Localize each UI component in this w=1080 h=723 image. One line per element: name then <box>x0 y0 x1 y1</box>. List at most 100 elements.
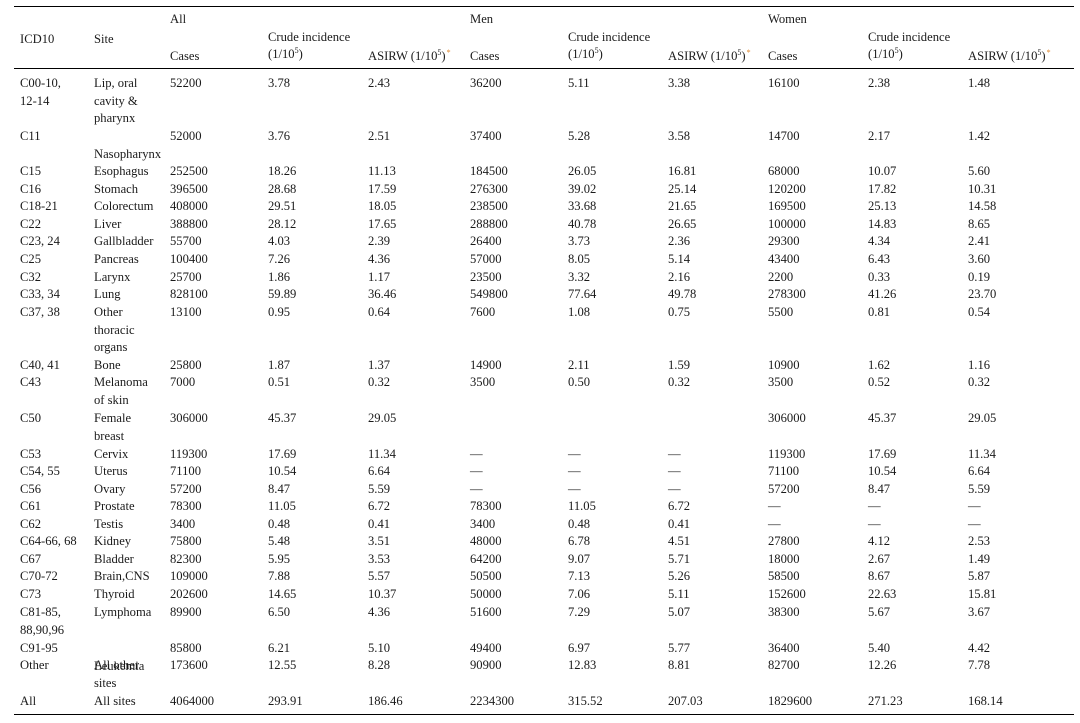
row-site-line: Lip, oral <box>94 76 138 90</box>
row-women-asirw: 14.58 <box>968 199 997 213</box>
row-men-crude: 12.83 <box>568 658 597 672</box>
row-site-line: Esophagus <box>94 164 149 178</box>
row-men-asirw: 2.16 <box>668 270 691 284</box>
row-men-crude: — <box>568 482 581 496</box>
row-icd-line: C70-72 <box>20 569 58 583</box>
row-all-cases: 202600 <box>170 587 208 601</box>
row-icd: C33, 34 <box>20 286 60 304</box>
row-site: Kidney <box>94 533 131 551</box>
row-women-crude: 271.23 <box>868 694 903 708</box>
row-icd-line: C50 <box>20 411 41 425</box>
row-men-asirw: 1.59 <box>668 358 691 372</box>
header-group-all: All <box>170 12 187 26</box>
row-all-crude: 14.65 <box>268 587 297 601</box>
row-women-crude: 2.17 <box>868 129 891 143</box>
row-icd: C25 <box>20 251 41 269</box>
row-all-crude: 1.86 <box>268 270 291 284</box>
row-women-cases: 58500 <box>768 569 800 583</box>
row-all-crude: 17.69 <box>268 447 297 461</box>
row-all-asirw: 186.46 <box>368 694 403 708</box>
row-women-asirw: 29.05 <box>968 411 997 425</box>
row-men-cases: 51600 <box>470 605 502 619</box>
row-women-cases: 18000 <box>768 552 800 566</box>
row-women-crude: — <box>868 499 881 513</box>
row-women-crude: 22.63 <box>868 587 897 601</box>
row-men-crude: 5.11 <box>568 76 590 90</box>
row-men-asirw: — <box>668 464 681 478</box>
row-site: Pancreas <box>94 251 139 269</box>
row-site: Melanoma of skin <box>94 374 148 409</box>
row-women-asirw: 1.48 <box>968 76 991 90</box>
row-men-cases: 238500 <box>470 199 508 213</box>
row-all-crude: 7.26 <box>268 252 291 266</box>
row-site-line: organs <box>94 340 128 354</box>
row-icd: C18-21 <box>20 198 58 216</box>
row-all-cases: 75800 <box>170 534 202 548</box>
row-all-cases: 109000 <box>170 569 208 583</box>
row-women-cases: 29300 <box>768 234 800 248</box>
row-site-line: All other <box>94 658 140 672</box>
row-site-line: Gallbladder <box>94 234 154 248</box>
row-icd: C11 <box>20 128 41 146</box>
row-all-crude: 0.51 <box>268 375 291 389</box>
row-all-crude: 3.76 <box>268 129 291 143</box>
row-all-asirw: 17.65 <box>368 217 397 231</box>
row-site-line: pharynx <box>94 111 136 125</box>
row-site: Esophagus <box>94 163 149 181</box>
row-women-crude: 10.07 <box>868 164 897 178</box>
row-women-crude: 2.38 <box>868 76 891 90</box>
row-women-asirw: 11.34 <box>968 447 996 461</box>
row-site: Other thoracic organs <box>94 304 135 357</box>
row-site-line: sites <box>94 675 117 690</box>
row-icd-line: All <box>20 694 37 708</box>
row-site: Testis <box>94 516 123 534</box>
row-men-cases: 50000 <box>470 587 502 601</box>
row-site-line: Larynx <box>94 270 131 284</box>
row-women-asirw: 23.70 <box>968 287 997 301</box>
row-men-cases: 276300 <box>470 182 508 196</box>
row-all-cases: 82300 <box>170 552 202 566</box>
row-site: Bone <box>94 357 121 375</box>
row-icd: C61 <box>20 498 41 516</box>
header-all-crude-line2: (1/105) <box>268 45 303 61</box>
row-men-cases: 50500 <box>470 569 502 583</box>
row-men-asirw: 6.72 <box>668 499 691 513</box>
row-men-crude: 7.29 <box>568 605 591 619</box>
row-men-asirw: — <box>668 482 681 496</box>
row-women-crude: 14.83 <box>868 217 897 231</box>
row-site-line: Other <box>94 305 123 319</box>
row-men-crude: 9.07 <box>568 552 591 566</box>
row-women-crude: 4.12 <box>868 534 891 548</box>
row-men-asirw: 5.26 <box>668 569 691 583</box>
row-all-crude: 3.78 <box>268 76 291 90</box>
row-all-crude: 10.54 <box>268 464 297 478</box>
row-icd: C91-95 <box>20 640 58 658</box>
row-women-crude: 2.67 <box>868 552 891 566</box>
row-women-crude: 6.43 <box>868 252 891 266</box>
row-women-asirw: 4.42 <box>968 641 991 655</box>
row-site-line: breast <box>94 428 125 443</box>
row-all-cases: 25800 <box>170 358 202 372</box>
row-all-cases: 4064000 <box>170 694 215 708</box>
row-women-crude: 45.37 <box>868 411 897 425</box>
row-icd-line: C11 <box>20 129 41 143</box>
row-men-asirw: 26.65 <box>668 217 697 231</box>
row-men-crude: 315.52 <box>568 694 603 708</box>
row-women-crude: 5.40 <box>868 641 891 655</box>
row-women-cases: 100000 <box>768 217 806 231</box>
row-all-cases: 55700 <box>170 234 202 248</box>
row-all-asirw: 2.43 <box>368 76 391 90</box>
bottom-rule <box>14 714 1074 715</box>
row-icd-line: C15 <box>20 164 41 178</box>
row-all-asirw: 36.46 <box>368 287 397 301</box>
row-icd-line: C67 <box>20 552 41 566</box>
row-all-asirw: 2.39 <box>368 234 391 248</box>
row-women-asirw: 5.87 <box>968 569 991 583</box>
row-men-asirw: 5.11 <box>668 587 690 601</box>
row-all-cases: 3400 <box>170 517 196 531</box>
row-women-cases: 68000 <box>768 164 800 178</box>
row-icd: C40, 41 <box>20 357 60 375</box>
row-icd: C62 <box>20 516 41 534</box>
row-icd-line: C54, 55 <box>20 464 60 478</box>
row-site: Larynx <box>94 269 130 287</box>
